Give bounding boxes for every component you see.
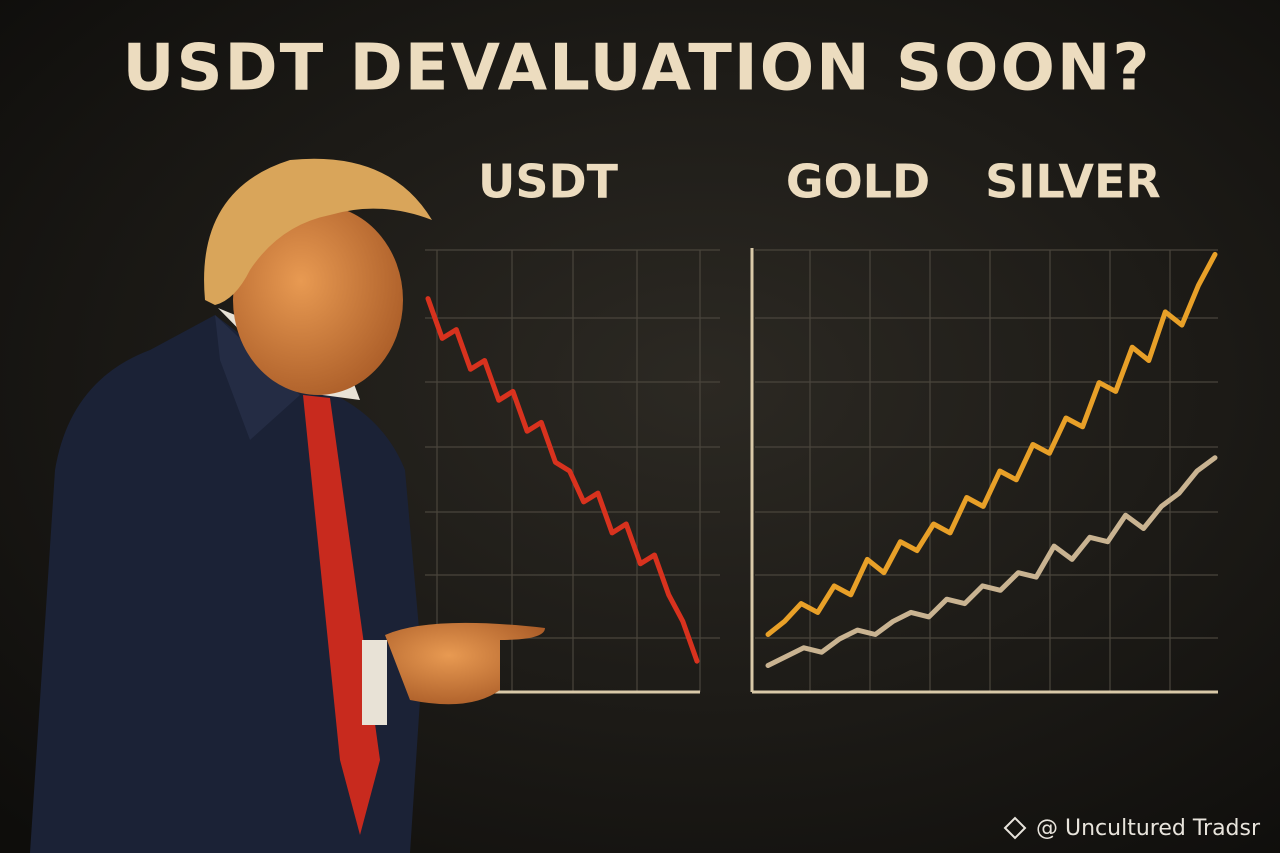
headline: USDT DEVALUATION SOON? [122,32,1151,106]
watermark: @ Uncultured Tradsr [1036,816,1261,841]
series-line [765,251,1218,637]
series-label: SILVER [985,155,1161,209]
series-line [425,296,700,664]
series-line [765,455,1218,668]
series-label: GOLD [786,155,930,209]
person [30,158,545,853]
watermark-icon [1003,816,1027,840]
series-label: USDT [478,155,619,209]
charts: USDT GOLD SILVER [425,155,1218,694]
